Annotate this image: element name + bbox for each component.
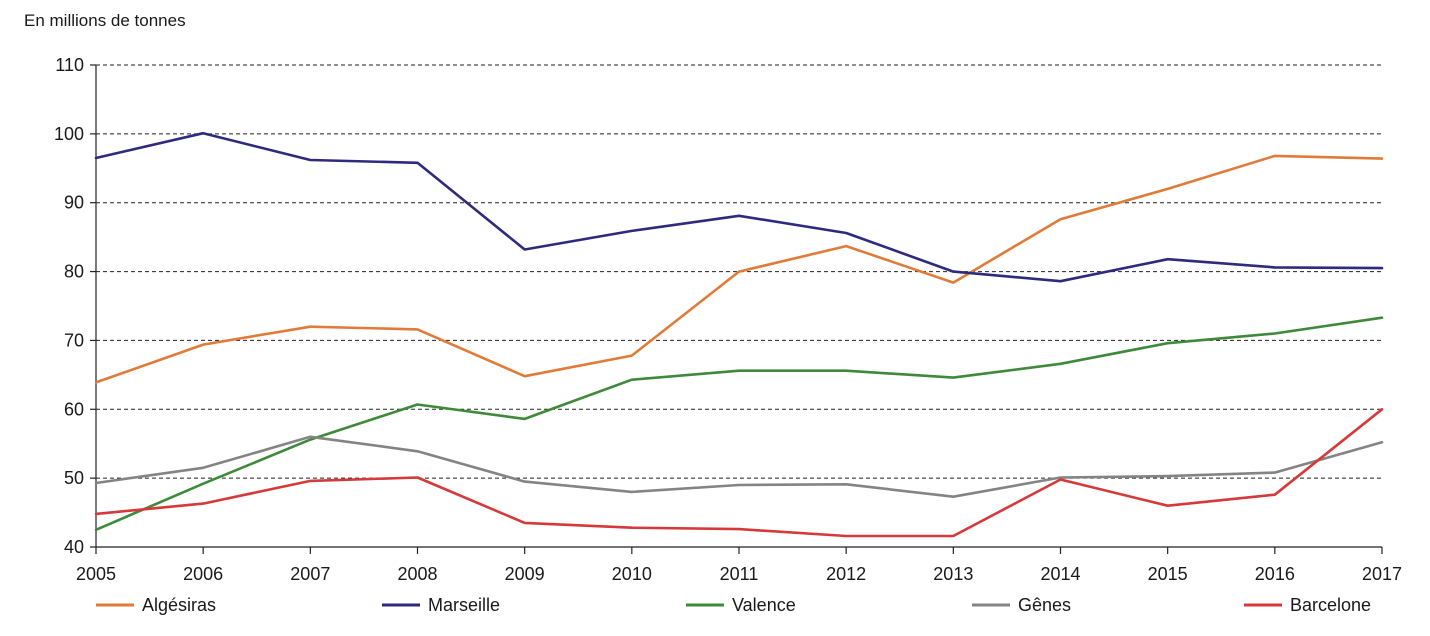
x-tick-label: 2009: [505, 564, 545, 584]
legend-label-algésiras: Algésiras: [142, 595, 216, 615]
legend: Algésiras Marseille Valence Gênes Barcelone: [96, 595, 1371, 615]
legend-label-marseille: Marseille: [428, 595, 500, 615]
series-line-valence: [94, 316, 1384, 532]
y-tick-label: 50: [64, 468, 84, 488]
y-tick-label: 40: [64, 537, 84, 557]
y-tick-label: 110: [55, 55, 84, 75]
y-tick-labels: 40 50 60 70 80 90 100 110: [54, 55, 84, 557]
y-tick-label: 70: [64, 330, 84, 350]
x-tick-label: 2014: [1040, 564, 1080, 584]
y-tick-label: 80: [64, 262, 84, 282]
x-tick-label: 2016: [1255, 564, 1295, 584]
y-axis-unit-label: En millions de tonnes: [24, 11, 186, 30]
y-tick-label: 90: [64, 193, 84, 213]
series-line-algésiras: [94, 154, 1384, 384]
series-line-barcelone: [94, 407, 1384, 538]
gridlines: [96, 64, 1382, 479]
x-tick-label: 2007: [290, 564, 330, 584]
x-tick-label: 2008: [397, 564, 437, 584]
x-tick-label: 2017: [1362, 564, 1402, 584]
x-tick-labels: 2005 2006 2007 2008 2009 2010 2011 2012 2013 2014…: [76, 564, 1402, 584]
y-tick-label: 100: [54, 124, 84, 144]
legend-label-barcelone: Barcelone: [1290, 595, 1371, 615]
series-lines: [94, 131, 1384, 538]
x-tick-label: 2015: [1148, 564, 1188, 584]
x-tick-label: 2011: [720, 564, 759, 584]
x-tick-label: 2005: [76, 564, 116, 584]
series-line-marseille: [94, 131, 1384, 283]
y-tick-label: 60: [64, 399, 84, 419]
x-tick-label: 2006: [183, 564, 223, 584]
x-tick-label: 2010: [612, 564, 652, 584]
axes: [90, 64, 1383, 554]
legend-label-valence: Valence: [732, 595, 796, 615]
series-line-gênes: [94, 435, 1384, 499]
legend-label-gênes: Gênes: [1018, 595, 1071, 615]
x-tick-label: 2013: [933, 564, 973, 584]
x-tick-label: 2012: [826, 564, 866, 584]
